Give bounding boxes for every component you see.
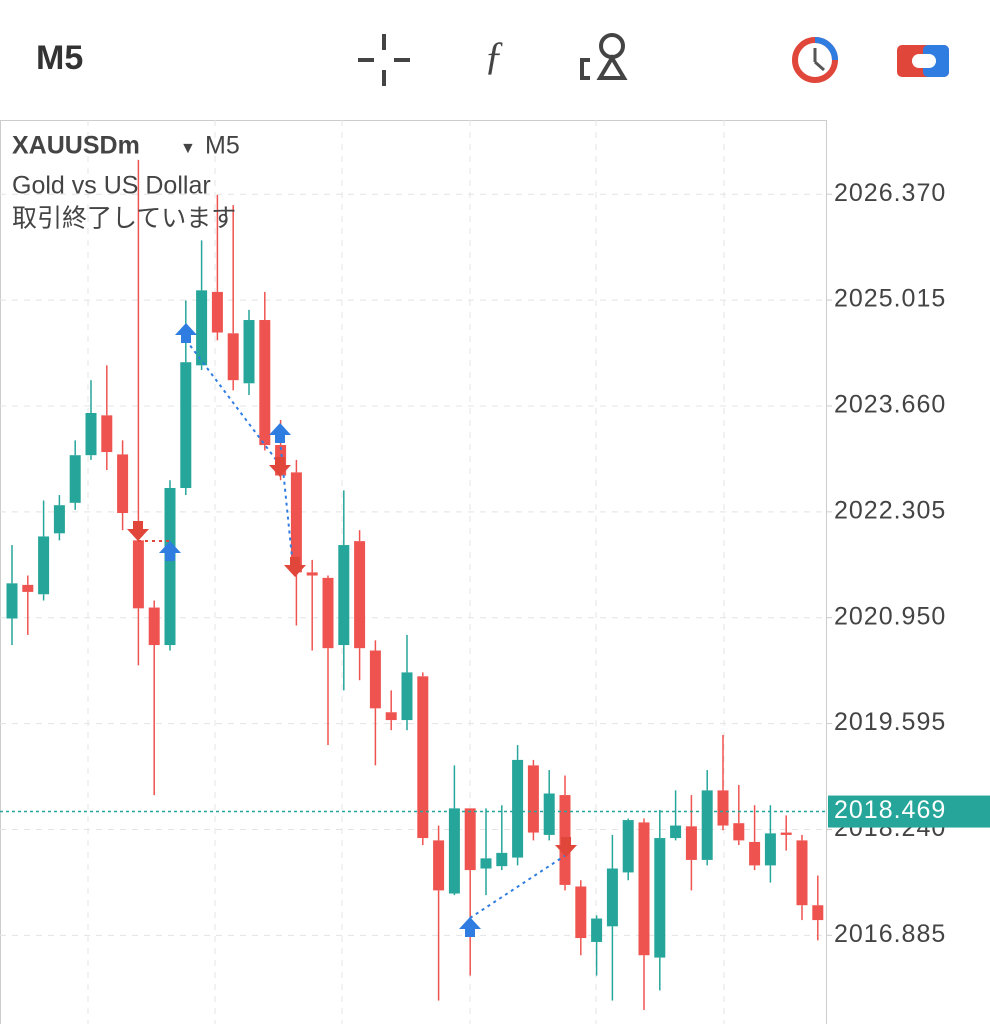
candle-body (512, 759, 524, 858)
candle-body (369, 650, 381, 709)
candle-body (322, 577, 334, 649)
y-tick-label: 2023.660 (834, 391, 946, 419)
candle-body (132, 540, 144, 609)
candle-body (22, 584, 34, 592)
candle-body (69, 455, 81, 503)
candle-body (670, 825, 682, 839)
candle-body (606, 868, 618, 927)
candle-body (622, 820, 634, 873)
candle-body (685, 826, 697, 860)
candle-body (796, 840, 808, 906)
candle-body (227, 333, 239, 381)
candle-body (338, 545, 350, 646)
candle-body (53, 505, 65, 534)
chart-timeframe: M5 (205, 132, 240, 160)
candle-body (38, 536, 50, 595)
candle-body (117, 454, 129, 514)
current-price-label: 2018.469 (834, 796, 946, 824)
y-tick-label: 2020.950 (834, 602, 946, 630)
crosshair-icon[interactable] (358, 34, 410, 86)
candle-body (812, 905, 824, 921)
candle-body (417, 676, 429, 839)
candle-body (448, 808, 460, 894)
trade-markers (127, 323, 577, 937)
dropdown-icon[interactable]: ▼ (180, 140, 196, 157)
status: 取引終了しています (12, 205, 236, 233)
current-price-box (828, 795, 990, 828)
candle-body (717, 790, 729, 826)
candle-body (480, 858, 492, 869)
history-icon[interactable] (792, 37, 838, 83)
candle-body (638, 822, 650, 956)
y-tick-label: 2019.595 (834, 708, 946, 736)
indicator-icon[interactable]: ƒ (484, 33, 504, 78)
candle-body (733, 823, 745, 841)
candle-body (654, 838, 666, 958)
candle-body (749, 841, 761, 866)
candle-body (385, 712, 397, 721)
candle-body (6, 583, 18, 619)
candle-body (354, 541, 366, 649)
plot-frame (0, 120, 827, 1024)
candle-body (306, 572, 318, 576)
y-tick-label: 2025.015 (834, 285, 946, 313)
timeframe-button[interactable]: M5 (36, 39, 83, 77)
candle-body (85, 412, 97, 456)
candle-body (259, 320, 271, 446)
subtitle: Gold vs US Dollar (12, 172, 211, 200)
trade-icon[interactable] (897, 45, 949, 77)
candle-body (764, 833, 776, 866)
candle-body (780, 832, 792, 835)
candle-body (701, 790, 713, 860)
candle-body (433, 840, 445, 891)
y-tick-label: 2016.885 (834, 920, 946, 948)
objects-icon[interactable] (580, 33, 628, 80)
y-tick-label: 2022.305 (834, 496, 946, 524)
symbol: XAUUSDm (12, 132, 140, 160)
candle-body (543, 793, 555, 835)
candle-body (148, 607, 160, 646)
candle-body (591, 918, 603, 942)
candle-body (464, 808, 476, 871)
candle-body (290, 472, 302, 573)
y-tick-label: 2026.370 (834, 179, 946, 207)
candle-body (243, 320, 255, 384)
candle-body (101, 415, 113, 453)
candle-body (527, 765, 539, 833)
candle-body (575, 886, 587, 939)
candle-body (164, 488, 176, 646)
candle-body (196, 290, 208, 366)
candle-body (401, 672, 413, 721)
candle-body (180, 362, 192, 489)
candle-body (211, 291, 223, 333)
candle-body (496, 852, 508, 867)
